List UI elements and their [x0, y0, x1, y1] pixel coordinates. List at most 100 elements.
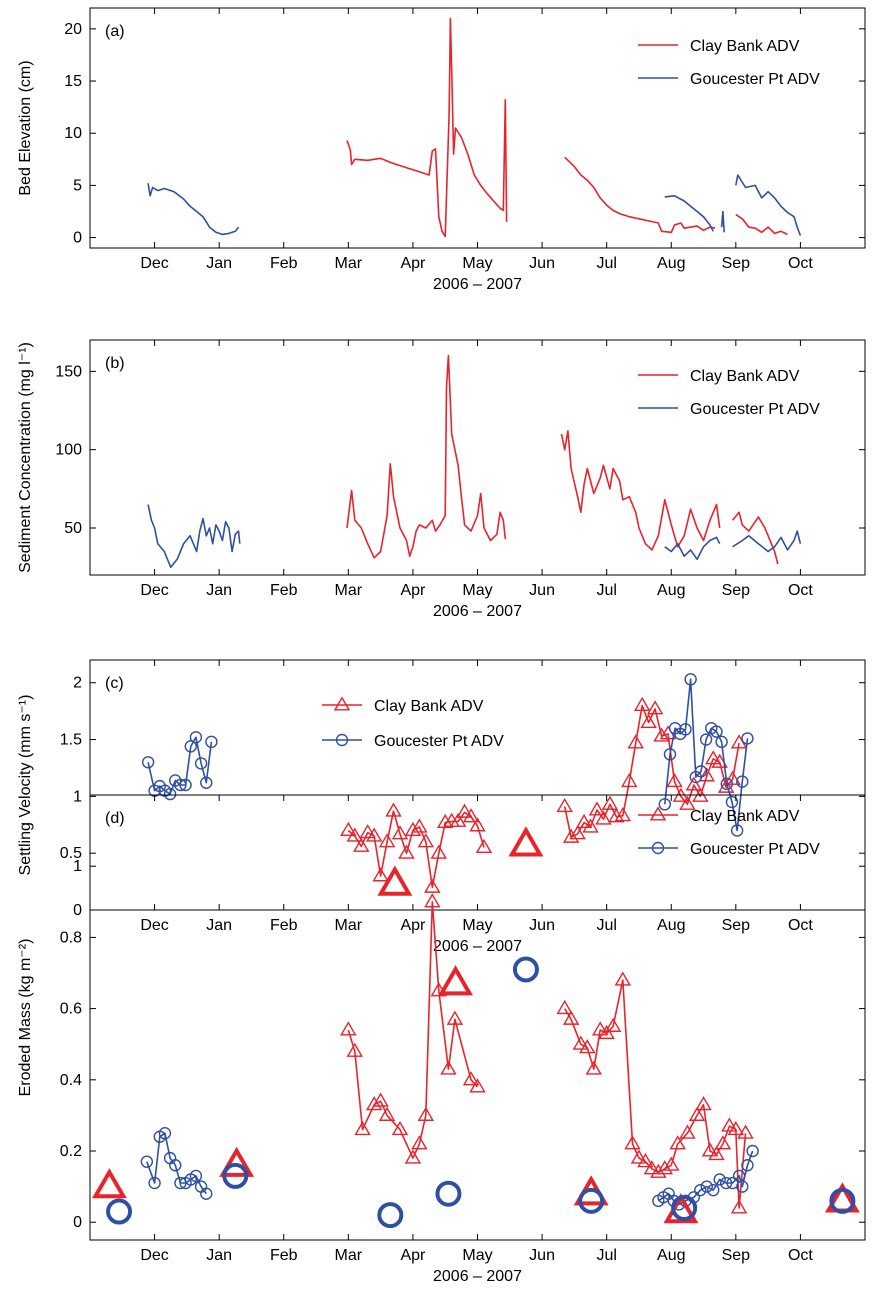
data-point — [189, 1169, 203, 1183]
data-point — [353, 837, 370, 852]
x-tick-label: Oct — [788, 255, 813, 272]
series-line — [346, 17, 508, 238]
data-point — [695, 1096, 712, 1111]
data-point — [614, 807, 632, 822]
data-point — [435, 1180, 462, 1207]
y-axis-label: Settling Velocity (mm s⁻¹) — [17, 695, 34, 876]
data-point — [222, 1162, 249, 1189]
x-tick-label: Sep — [722, 1247, 751, 1264]
data-point — [462, 808, 480, 823]
data-point — [424, 878, 441, 893]
data-point — [829, 1187, 856, 1214]
y-tick-label: 0.2 — [60, 1143, 82, 1160]
series-3 — [106, 956, 856, 1229]
legend: Clay Bank ADV Goucester Pt ADV — [638, 38, 820, 88]
data-point — [705, 750, 722, 765]
data-point — [219, 1146, 255, 1177]
y-tick-label: 2 — [73, 675, 82, 692]
x-tick-label: Jul — [596, 582, 616, 599]
x-tick-label: Jan — [206, 582, 232, 599]
x-tick-label: Jul — [596, 917, 616, 934]
data-point — [378, 1106, 396, 1121]
data-point — [714, 1135, 732, 1150]
legend-label: Goucester Pt ADV — [690, 841, 820, 858]
x-tick-label: Mar — [335, 917, 363, 934]
data-point — [725, 795, 739, 809]
data-point — [169, 1159, 182, 1172]
x-tick-label: May — [462, 1247, 492, 1264]
x-tick-label: Aug — [657, 1247, 685, 1264]
y-tick-label: 20 — [64, 21, 82, 38]
data-point — [710, 725, 723, 738]
x-tick-label: Oct — [788, 1247, 813, 1264]
data-point — [741, 1159, 754, 1172]
data-point — [630, 1149, 648, 1164]
x-tick-label: Oct — [788, 582, 813, 599]
data-point — [721, 1117, 738, 1132]
series-line — [732, 530, 802, 553]
x-tick-label: May — [462, 255, 492, 272]
data-point — [354, 1120, 371, 1136]
x-tick-label: Apr — [400, 582, 426, 599]
data-point — [359, 824, 376, 839]
data-point — [646, 700, 664, 715]
data-point — [148, 1176, 161, 1190]
x-tick-label: Aug — [657, 917, 685, 934]
data-point — [588, 801, 606, 816]
data-point — [737, 1124, 754, 1139]
data-point — [140, 1155, 154, 1168]
data-point — [585, 1060, 602, 1075]
data-point — [715, 735, 728, 749]
data-point — [685, 776, 703, 791]
plot-area — [147, 354, 802, 568]
data-point — [658, 798, 671, 811]
x-tick-label: Jun — [529, 1247, 555, 1264]
data-point — [604, 1017, 622, 1032]
data-point — [346, 827, 364, 842]
x-tick-label: Mar — [335, 255, 363, 272]
data-point — [700, 1180, 713, 1193]
x-tick-label: Feb — [270, 1247, 298, 1264]
series-line — [664, 195, 714, 232]
series-line — [147, 504, 241, 568]
data-point — [446, 1010, 464, 1025]
x-tick-label: Feb — [270, 582, 298, 599]
data-point — [417, 833, 435, 848]
series-0 — [340, 893, 754, 1214]
x-tick-label: Sep — [722, 917, 751, 934]
x-tick-label: Jul — [596, 1247, 616, 1264]
data-point — [200, 1187, 213, 1200]
x-tick-label: Dec — [140, 1247, 168, 1264]
data-point — [679, 795, 696, 810]
data-point — [717, 778, 735, 793]
data-point — [512, 956, 539, 983]
series-line — [563, 704, 740, 839]
x-tick-label: Feb — [270, 255, 298, 272]
data-point — [365, 827, 383, 842]
data-point — [200, 776, 213, 789]
x-tick-label: Jul — [596, 255, 616, 272]
panel-label: (d) — [105, 810, 125, 827]
data-point — [598, 1024, 615, 1040]
series-line — [731, 511, 779, 565]
x-tick-label: Jan — [206, 1247, 232, 1264]
series-line — [346, 354, 507, 559]
x-tick-label: Mar — [335, 582, 363, 599]
x-tick-label: Mar — [335, 1247, 363, 1264]
data-point — [694, 1183, 707, 1197]
legend-label: Clay Bank ADV — [690, 38, 800, 55]
series-line — [664, 536, 721, 561]
data-point — [340, 1021, 357, 1036]
x-tick-label: Sep — [722, 255, 751, 272]
x-axis-label: 2006 – 2007 — [433, 276, 522, 293]
x-tick-label: Jan — [206, 255, 232, 272]
legend-label: Clay Bank ADV — [374, 698, 484, 715]
series-line — [147, 183, 240, 236]
data-point — [663, 1156, 680, 1171]
panel-d: Dec Jan Feb Mar Apr May Jun Jul Aug Sep Oct 0 0.2 0.4… — [17, 794, 866, 1285]
data-point — [595, 810, 612, 825]
data-point — [720, 777, 733, 791]
series-1 — [141, 673, 754, 837]
plot-area — [147, 17, 802, 238]
